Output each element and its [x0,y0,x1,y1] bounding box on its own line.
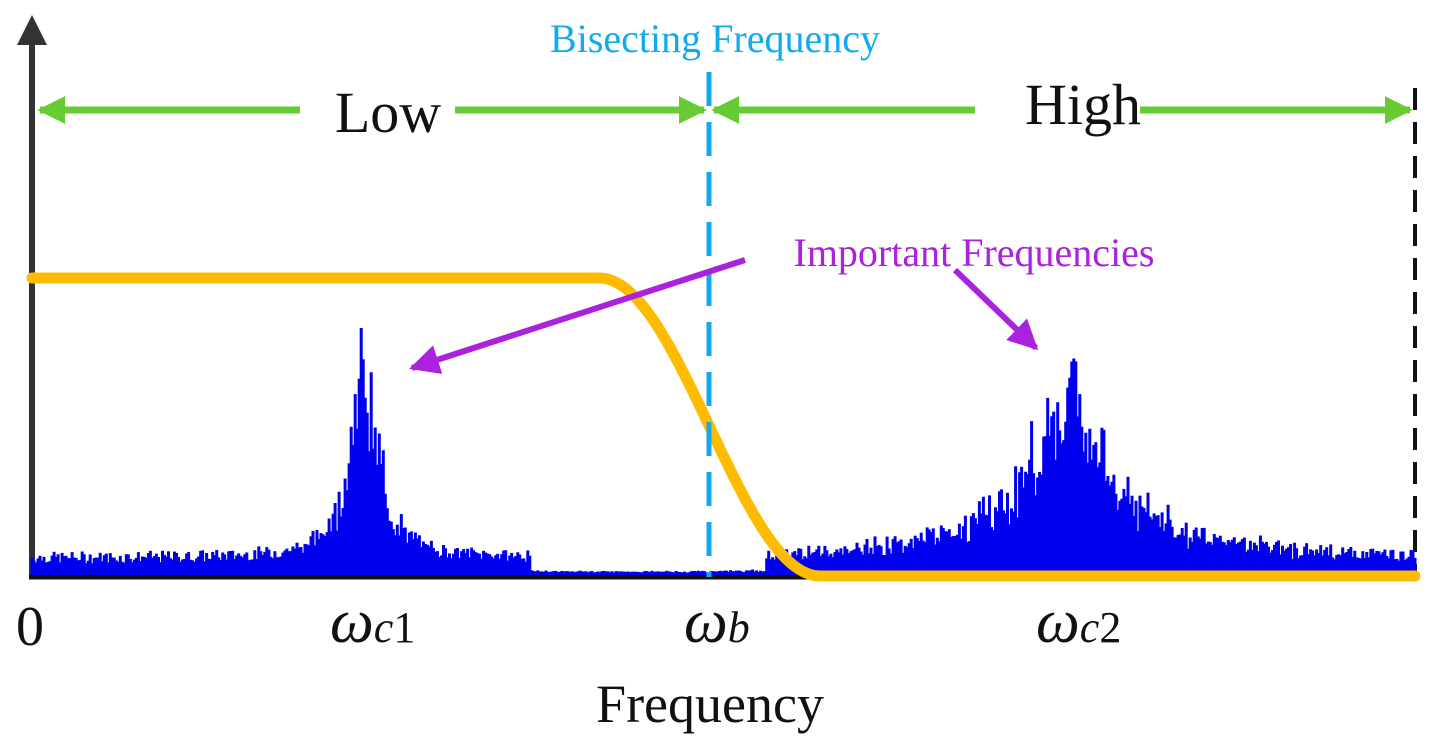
tick-wc2-num: 2 [1099,603,1121,652]
x-tick-labels: 0 ωc1 ωb ωc2 [16,588,1121,658]
tick-wc1-symbol: ω [330,588,374,656]
annotation-arrow-wc2 [952,267,1039,351]
tick-label-wb: ωb [684,588,750,656]
annotation-arrow-wc1 [409,257,746,374]
annotation-label: Important Frequencies [794,230,1155,275]
tick-wc2-sub: c [1080,603,1100,652]
tick-wc1-num: 1 [393,603,415,652]
tick-label-wc2: ωc2 [1036,588,1121,656]
tick-wb-sub: b [728,603,750,652]
diagram-title: Bisecting Frequency [550,16,880,61]
filter-curve [26,272,1421,582]
tick-wc1-sub: c [374,603,394,652]
tick-label-wc1: ωc1 [330,588,415,656]
annotation-arrows [409,257,1039,374]
low-band-label: Low [335,80,441,145]
tick-wc2-symbol: ω [1036,588,1080,656]
tick-wb-symbol: ω [684,588,728,656]
x-axis-label: Frequency [596,674,824,734]
axes [17,15,1418,580]
high-band-label: High [1025,72,1141,137]
tick-label-origin: 0 [16,596,44,658]
spectrum-series [30,328,1417,575]
